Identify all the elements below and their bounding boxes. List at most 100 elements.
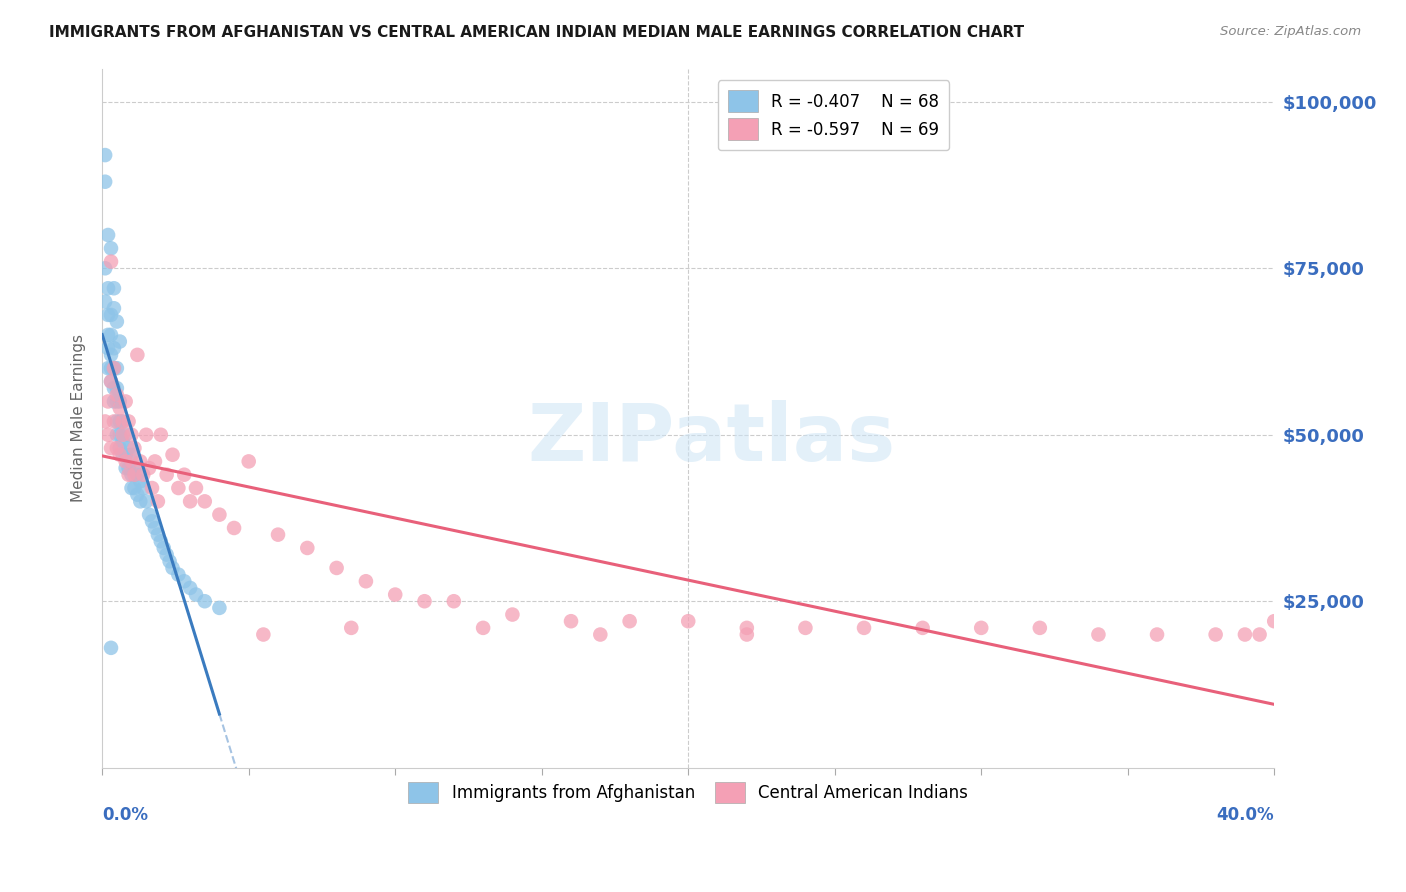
Point: [222, 521, 245, 535]
Point: [121, 481, 143, 495]
Point: [184, 481, 207, 495]
Point: [413, 594, 436, 608]
Point: [100, 375, 122, 389]
Point: [970, 621, 993, 635]
Point: [127, 348, 149, 362]
Point: [501, 607, 523, 622]
Point: [108, 334, 131, 349]
Point: [794, 621, 817, 635]
Point: [105, 441, 128, 455]
Y-axis label: Median Male Earnings: Median Male Earnings: [72, 334, 86, 502]
Point: [1087, 627, 1109, 641]
Point: [121, 448, 143, 462]
Point: [162, 448, 184, 462]
Point: [124, 467, 146, 482]
Point: [117, 441, 139, 455]
Point: [911, 621, 934, 635]
Point: [100, 254, 122, 268]
Point: [97, 427, 120, 442]
Point: [103, 341, 125, 355]
Point: [1205, 627, 1227, 641]
Point: [443, 594, 465, 608]
Point: [108, 448, 131, 462]
Text: 40.0%: 40.0%: [1216, 806, 1274, 824]
Point: [162, 561, 184, 575]
Point: [124, 441, 146, 455]
Point: [114, 394, 136, 409]
Point: [143, 454, 166, 468]
Point: [100, 241, 122, 255]
Point: [103, 414, 125, 428]
Point: [127, 488, 149, 502]
Point: [105, 314, 128, 328]
Text: IMMIGRANTS FROM AFGHANISTAN VS CENTRAL AMERICAN INDIAN MEDIAN MALE EARNINGS CORR: IMMIGRANTS FROM AFGHANISTAN VS CENTRAL A…: [49, 25, 1025, 40]
Point: [111, 434, 134, 449]
Point: [94, 175, 117, 189]
Point: [124, 481, 146, 495]
Point: [1263, 614, 1285, 628]
Point: [354, 574, 377, 589]
Point: [94, 261, 117, 276]
Point: [1146, 627, 1168, 641]
Point: [135, 494, 157, 508]
Point: [676, 614, 699, 628]
Point: [619, 614, 641, 628]
Point: [114, 448, 136, 462]
Point: [108, 441, 131, 455]
Point: [129, 475, 152, 489]
Point: [105, 388, 128, 402]
Point: [103, 381, 125, 395]
Point: [114, 461, 136, 475]
Point: [735, 621, 758, 635]
Point: [108, 401, 131, 416]
Point: [149, 427, 172, 442]
Point: [208, 600, 231, 615]
Point: [108, 414, 131, 428]
Point: [143, 521, 166, 535]
Point: [121, 467, 143, 482]
Point: [121, 427, 143, 442]
Point: [167, 481, 190, 495]
Point: [146, 527, 169, 541]
Point: [472, 621, 495, 635]
Point: [194, 594, 217, 608]
Point: [156, 467, 179, 482]
Point: [194, 494, 217, 508]
Point: [97, 227, 120, 242]
Point: [735, 627, 758, 641]
Point: [141, 481, 163, 495]
Point: [167, 567, 190, 582]
Point: [114, 427, 136, 442]
Point: [114, 454, 136, 468]
Point: [94, 414, 117, 428]
Text: 0.0%: 0.0%: [103, 806, 148, 824]
Point: [138, 461, 160, 475]
Point: [159, 554, 181, 568]
Point: [208, 508, 231, 522]
Point: [252, 627, 274, 641]
Point: [94, 148, 117, 162]
Point: [129, 494, 152, 508]
Point: [105, 427, 128, 442]
Point: [156, 548, 179, 562]
Point: [138, 508, 160, 522]
Point: [124, 461, 146, 475]
Point: [103, 281, 125, 295]
Point: [152, 541, 174, 555]
Point: [103, 361, 125, 376]
Point: [111, 427, 134, 442]
Point: [132, 467, 155, 482]
Point: [297, 541, 319, 555]
Point: [97, 308, 120, 322]
Point: [103, 361, 125, 376]
Point: [111, 414, 134, 428]
Point: [103, 301, 125, 316]
Point: [100, 441, 122, 455]
Point: [111, 414, 134, 428]
Point: [97, 394, 120, 409]
Point: [97, 281, 120, 295]
Point: [121, 454, 143, 468]
Legend: Immigrants from Afghanistan, Central American Indians: Immigrants from Afghanistan, Central Ame…: [402, 775, 974, 810]
Point: [105, 394, 128, 409]
Point: [179, 581, 201, 595]
